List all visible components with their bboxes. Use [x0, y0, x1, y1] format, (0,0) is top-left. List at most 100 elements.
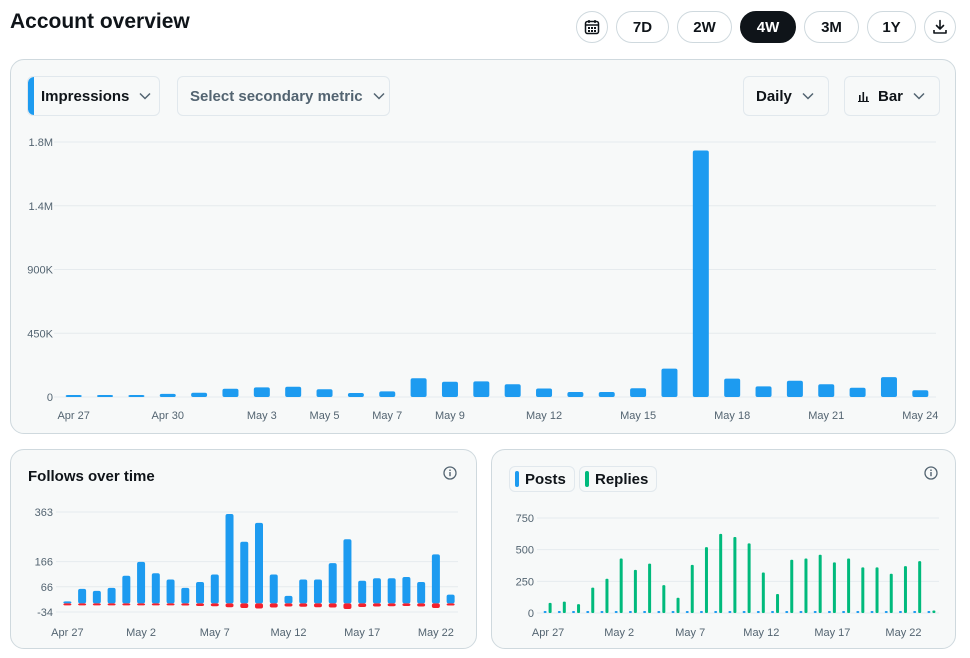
- replies-bar[interactable]: [662, 585, 666, 613]
- follows-bar[interactable]: [63, 601, 72, 604]
- follows-bar[interactable]: [78, 588, 87, 604]
- unfollows-bar[interactable]: [446, 603, 455, 606]
- follows-bar[interactable]: [372, 578, 381, 604]
- follows-bar[interactable]: [387, 578, 396, 604]
- replies-bar[interactable]: [676, 597, 680, 613]
- follows-bar[interactable]: [358, 580, 367, 604]
- follows-bar[interactable]: [210, 574, 219, 604]
- unfollows-bar[interactable]: [402, 603, 411, 606]
- unfollows-bar[interactable]: [358, 603, 367, 607]
- impressions-bar[interactable]: [692, 150, 709, 398]
- replies-bar[interactable]: [619, 558, 623, 613]
- posts-bar[interactable]: [643, 611, 647, 613]
- range-4w-button[interactable]: 4W: [740, 11, 796, 43]
- replies-bar[interactable]: [633, 569, 637, 613]
- posts-bar[interactable]: [799, 611, 803, 613]
- posts-bar[interactable]: [756, 611, 760, 613]
- replies-bar[interactable]: [648, 563, 652, 613]
- replies-bar[interactable]: [605, 578, 609, 613]
- impressions-bar[interactable]: [630, 388, 647, 397]
- replies-bar[interactable]: [719, 533, 723, 613]
- replies-bar[interactable]: [832, 562, 836, 613]
- follows-bar[interactable]: [299, 579, 308, 604]
- follows-bar[interactable]: [313, 579, 322, 604]
- unfollows-bar[interactable]: [122, 603, 131, 606]
- replies-bar[interactable]: [847, 558, 851, 613]
- replies-bar[interactable]: [577, 604, 581, 613]
- posts-bar[interactable]: [913, 611, 917, 613]
- impressions-bar[interactable]: [347, 393, 364, 397]
- secondary-metric-dropdown[interactable]: Select secondary metric: [177, 76, 390, 116]
- replies-bar[interactable]: [562, 601, 566, 613]
- replies-bar[interactable]: [690, 564, 694, 613]
- follows-bar[interactable]: [225, 514, 234, 604]
- follows-bar[interactable]: [446, 594, 455, 604]
- download-button[interactable]: [924, 11, 956, 43]
- follows-bar[interactable]: [343, 539, 352, 604]
- unfollows-bar[interactable]: [387, 603, 396, 607]
- impressions-bar[interactable]: [191, 392, 208, 397]
- replies-bar[interactable]: [818, 554, 822, 613]
- unfollows-bar[interactable]: [284, 603, 293, 607]
- impressions-bar[interactable]: [410, 378, 427, 397]
- unfollows-bar[interactable]: [78, 603, 87, 606]
- posts-bar[interactable]: [842, 611, 846, 613]
- chart-type-dropdown[interactable]: Bar: [844, 76, 940, 116]
- calendar-button[interactable]: [576, 11, 608, 43]
- unfollows-bar[interactable]: [240, 603, 249, 608]
- posts-bar[interactable]: [671, 611, 675, 613]
- replies-bar[interactable]: [903, 566, 907, 613]
- follows-bar[interactable]: [166, 579, 175, 604]
- impressions-bar[interactable]: [504, 384, 521, 397]
- unfollows-bar[interactable]: [372, 603, 381, 607]
- unfollows-bar[interactable]: [181, 603, 190, 606]
- unfollows-bar[interactable]: [210, 603, 219, 607]
- posts-bar[interactable]: [557, 611, 561, 613]
- unfollows-bar[interactable]: [417, 603, 426, 607]
- posts-bar[interactable]: [628, 611, 632, 613]
- replies-bar[interactable]: [747, 543, 751, 613]
- unfollows-bar[interactable]: [255, 603, 263, 609]
- impressions-bar[interactable]: [567, 392, 584, 397]
- unfollows-bar[interactable]: [63, 603, 72, 606]
- posts-bar[interactable]: [600, 611, 604, 613]
- impressions-bar[interactable]: [880, 377, 897, 397]
- impressions-bar[interactable]: [128, 395, 145, 397]
- unfollows-bar[interactable]: [343, 603, 352, 609]
- unfollows-bar[interactable]: [225, 603, 234, 608]
- replies-bar[interactable]: [932, 610, 936, 613]
- impressions-bar[interactable]: [755, 386, 772, 397]
- impressions-bar[interactable]: [724, 378, 741, 397]
- impressions-bar[interactable]: [316, 389, 333, 397]
- impressions-bar[interactable]: [159, 393, 176, 397]
- impressions-bar[interactable]: [285, 386, 302, 397]
- posts-bar[interactable]: [898, 611, 902, 613]
- posts-bar[interactable]: [728, 611, 732, 613]
- impressions-bar[interactable]: [65, 395, 82, 397]
- follows-bar[interactable]: [151, 573, 160, 604]
- unfollows-bar[interactable]: [196, 603, 205, 606]
- follows-bar[interactable]: [181, 587, 190, 604]
- range-2w-button[interactable]: 2W: [677, 11, 732, 43]
- impressions-bar[interactable]: [97, 395, 114, 397]
- posts-bar[interactable]: [856, 611, 860, 613]
- posts-bar[interactable]: [742, 611, 746, 613]
- follows-bar[interactable]: [196, 582, 205, 604]
- unfollows-bar[interactable]: [299, 603, 308, 607]
- replies-bar[interactable]: [776, 594, 780, 613]
- follows-bar[interactable]: [269, 574, 278, 604]
- impressions-bar[interactable]: [379, 391, 396, 397]
- posts-bar[interactable]: [699, 611, 703, 613]
- legend-posts[interactable]: Posts: [509, 466, 575, 492]
- impressions-bar[interactable]: [536, 388, 553, 398]
- follows-bar[interactable]: [240, 541, 249, 604]
- impressions-bar[interactable]: [253, 387, 270, 397]
- posts-bar[interactable]: [785, 611, 789, 613]
- posts-bar[interactable]: [543, 611, 547, 613]
- replies-bar[interactable]: [804, 558, 808, 613]
- range-3m-button[interactable]: 3M: [804, 11, 859, 43]
- info-icon[interactable]: [443, 466, 457, 480]
- legend-replies[interactable]: Replies: [579, 466, 658, 492]
- unfollows-bar[interactable]: [107, 603, 116, 606]
- follows-bar[interactable]: [122, 575, 131, 604]
